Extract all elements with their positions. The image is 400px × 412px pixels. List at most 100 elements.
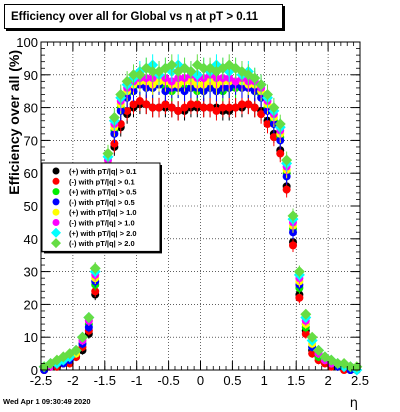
data-point xyxy=(231,77,240,86)
legend-entry-label: (+) with pT/|q| > 2.0 xyxy=(69,229,137,238)
data-point xyxy=(281,154,293,166)
legend-entry-label: (-) with pT/|q| > 1.0 xyxy=(69,219,135,228)
data-point xyxy=(185,66,197,78)
y-tick-label: 20 xyxy=(24,297,38,312)
y-tick-label: 80 xyxy=(24,101,38,116)
data-point xyxy=(344,361,356,373)
data-point xyxy=(274,118,286,130)
y-tick-label: 100 xyxy=(16,35,38,50)
data-point xyxy=(102,148,114,160)
data-point xyxy=(134,69,146,81)
data-point xyxy=(231,103,240,112)
legend-entry-label: (+) with pT/|q| > 1.0 xyxy=(69,208,137,217)
data-point xyxy=(276,149,285,158)
footer-date: Wed Apr 1 09:30:49 2020 xyxy=(3,397,91,406)
y-tick-label: 70 xyxy=(24,133,38,148)
legend: (+) with pT/|q| > 0.1(-) with pT/|q| > 0… xyxy=(41,162,162,254)
data-point xyxy=(198,62,210,74)
data-point xyxy=(269,133,278,142)
data-point xyxy=(128,69,140,81)
axes: -2.5 -2 -1.5 -1 -0.5 0 0.5 1 1.5 2 2.5 0 10 20 30 40 50 6… xyxy=(16,35,369,388)
data-point xyxy=(255,79,267,91)
data-point xyxy=(166,59,178,71)
data-point xyxy=(89,262,101,274)
data-point xyxy=(115,88,127,100)
legend-marker xyxy=(52,219,60,226)
data-point xyxy=(121,75,133,87)
x-tick-label: -2 xyxy=(67,373,79,388)
data-point xyxy=(135,97,144,106)
legend-marker xyxy=(52,208,60,216)
data-point xyxy=(199,103,208,112)
x-tick-label: -2.5 xyxy=(30,373,52,388)
data-point xyxy=(129,100,138,109)
data-point xyxy=(268,102,280,114)
legend-marker xyxy=(51,238,61,249)
data-point xyxy=(180,103,189,112)
data-point xyxy=(250,103,259,112)
data-point xyxy=(76,331,88,343)
chart-title: Efficiency over all for Global vs η at p… xyxy=(4,4,283,29)
data-point xyxy=(217,62,229,74)
data-point xyxy=(110,139,119,148)
data-point xyxy=(289,241,298,250)
data-point xyxy=(91,287,100,296)
data-point xyxy=(332,357,344,369)
x-tick-label: -1.5 xyxy=(94,373,116,388)
data-point xyxy=(295,293,304,302)
data-point xyxy=(300,308,312,320)
y-tick-label: 60 xyxy=(24,166,38,181)
data-point xyxy=(212,106,221,115)
legend-marker xyxy=(52,167,60,175)
data-point xyxy=(84,323,93,332)
data-point xyxy=(193,100,202,109)
x-tick-label: 0.5 xyxy=(223,373,241,388)
y-tick-label: 50 xyxy=(24,199,38,214)
data-point xyxy=(287,210,299,222)
data-point xyxy=(261,88,273,100)
data-point xyxy=(257,110,266,119)
y-axis-label: Efficiency over all (%) xyxy=(6,50,22,195)
legend-box xyxy=(41,162,161,252)
data-point xyxy=(206,103,215,112)
x-tick-label: 1 xyxy=(261,373,268,388)
data-point xyxy=(225,103,234,112)
data-point xyxy=(148,103,157,112)
legend-marker xyxy=(52,188,60,196)
data-point xyxy=(308,349,317,358)
legend-marker xyxy=(51,227,61,238)
data-point xyxy=(313,344,325,356)
data-point xyxy=(263,120,272,128)
data-point xyxy=(155,103,164,112)
x-axis-label: η xyxy=(350,396,358,411)
data-point xyxy=(108,111,120,123)
legend-entry-label: (-) with pT/|q| > 0.1 xyxy=(69,177,135,186)
y-tick-label: 90 xyxy=(24,68,38,83)
data-point xyxy=(301,329,310,338)
legend-entry-label: (+) with pT/|q| > 0.1 xyxy=(69,167,137,176)
data-point xyxy=(123,106,132,115)
x-tick-label: -1 xyxy=(131,373,143,388)
data-point xyxy=(237,100,246,109)
x-tick-label: 1.5 xyxy=(287,373,305,388)
legend-entry-label: (-) with pT/|q| > 0.5 xyxy=(69,198,135,207)
y-tick-label: 40 xyxy=(24,232,38,247)
data-point xyxy=(293,266,305,278)
data-point xyxy=(174,106,183,115)
legend-entry-label: (-) with pT/|q| > 2.0 xyxy=(69,239,135,248)
legend-entry-label: (+) with pT/|q| > 0.5 xyxy=(69,188,137,197)
data-point xyxy=(83,312,95,324)
legend-marker xyxy=(52,198,60,206)
data-point xyxy=(161,100,170,109)
data-point xyxy=(116,120,125,128)
data-points xyxy=(38,54,363,376)
data-point xyxy=(249,72,261,84)
data-point xyxy=(244,100,253,109)
data-point xyxy=(70,344,82,356)
y-tick-label: 30 xyxy=(24,265,38,280)
x-tick-label: 0 xyxy=(197,373,204,388)
x-tick-label: 2.5 xyxy=(351,373,369,388)
data-point xyxy=(147,66,159,78)
x-tick-label: 2 xyxy=(324,373,331,388)
data-point xyxy=(282,185,291,194)
